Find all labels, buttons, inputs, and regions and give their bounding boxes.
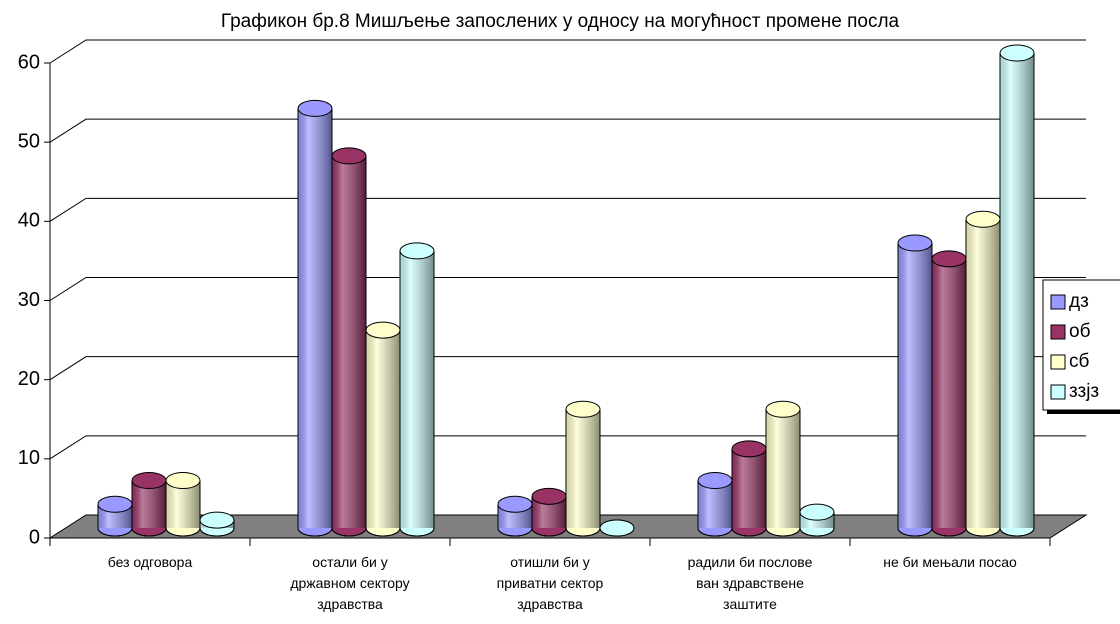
x-tick-label: остали би у државном сектору здравства bbox=[290, 554, 410, 612]
grid-line bbox=[49, 118, 1086, 143]
cylinder-top bbox=[565, 400, 601, 418]
y-tick-label: 60 bbox=[18, 51, 40, 73]
bar-edge bbox=[931, 527, 967, 537]
cylinder-top bbox=[331, 147, 367, 165]
cylinder-top bbox=[531, 487, 567, 505]
legend-label: сб bbox=[1069, 351, 1090, 372]
grid-line bbox=[49, 435, 1086, 460]
bar-edge bbox=[765, 527, 801, 537]
cylinder-top bbox=[399, 242, 435, 260]
y-tick-label: 0 bbox=[29, 526, 40, 548]
legend-swatch bbox=[1050, 294, 1066, 310]
bar-edge bbox=[497, 527, 533, 537]
grid-line bbox=[49, 39, 1086, 64]
bar-shade bbox=[298, 108, 332, 529]
bar-edge bbox=[897, 527, 933, 537]
y-tick-label: 50 bbox=[18, 130, 40, 152]
bar-shade bbox=[966, 219, 1000, 528]
y-tick-label: 40 bbox=[18, 210, 40, 232]
bar-shade bbox=[732, 448, 766, 528]
y-tick-label: 10 bbox=[18, 447, 40, 469]
cylinder-top bbox=[799, 503, 835, 521]
bar-edge bbox=[999, 527, 1035, 537]
bar-edge bbox=[799, 527, 835, 537]
cylinder-top bbox=[97, 495, 133, 513]
grid-line bbox=[49, 356, 1086, 381]
bar-edge bbox=[331, 527, 367, 537]
x-tick-label: не би мењали посао bbox=[883, 554, 1017, 570]
x-tick-label: без одговора bbox=[107, 554, 193, 570]
bar-shade bbox=[898, 243, 932, 528]
x-tick-label: радили би послове ван здравствене заштит… bbox=[687, 554, 813, 612]
bar-edge bbox=[531, 527, 567, 537]
legend-label: ззјз bbox=[1069, 381, 1099, 402]
grid-line bbox=[49, 197, 1086, 222]
bar-edge bbox=[365, 527, 401, 537]
cylinder-top bbox=[697, 472, 733, 489]
bar-shade bbox=[932, 258, 966, 528]
cylinder-top bbox=[731, 440, 767, 458]
bar-edge bbox=[131, 527, 167, 537]
legend-label: об bbox=[1069, 321, 1091, 342]
legend-swatch bbox=[1050, 354, 1066, 370]
legend-swatch bbox=[1050, 384, 1066, 400]
y-tick-label: 20 bbox=[18, 368, 40, 390]
chart-title: Графикон бр.8 Мишљење запослених у однос… bbox=[221, 11, 900, 32]
bar-edge bbox=[199, 527, 235, 537]
legend-label: дз bbox=[1069, 291, 1089, 312]
cylinder-top bbox=[365, 321, 401, 339]
bar-shade bbox=[766, 409, 800, 528]
y-tick-label: 30 bbox=[18, 289, 40, 311]
cylinder-top bbox=[297, 99, 333, 117]
bar-edge bbox=[97, 527, 133, 537]
cylinder-top bbox=[165, 472, 201, 489]
cylinder-top bbox=[497, 495, 533, 513]
cylinder-top bbox=[131, 472, 167, 489]
cylinder-top bbox=[599, 519, 635, 537]
cylinder-top bbox=[765, 400, 801, 418]
x-tick-label: отишли би у приватни сектор здравства bbox=[496, 554, 604, 612]
bar-shade bbox=[566, 409, 600, 528]
grid-line bbox=[49, 277, 1086, 301]
bar-edge bbox=[565, 527, 601, 537]
cylinder-top bbox=[897, 234, 933, 252]
cylinder-top bbox=[965, 210, 1001, 228]
cylinder-top bbox=[931, 250, 967, 268]
bar-edge bbox=[965, 527, 1001, 537]
cylinder-top bbox=[999, 44, 1035, 62]
bar-shade bbox=[1000, 53, 1034, 528]
bar-shade bbox=[332, 155, 366, 528]
bar-edge bbox=[165, 527, 201, 537]
bar-edge bbox=[399, 527, 435, 537]
bar-shade bbox=[400, 250, 434, 528]
bar-shade bbox=[366, 330, 400, 528]
legend-swatch bbox=[1050, 324, 1066, 340]
bar-edge bbox=[297, 527, 333, 537]
cylinder-top bbox=[199, 511, 235, 529]
bar-edge bbox=[731, 527, 767, 537]
bar-edge bbox=[697, 527, 733, 537]
